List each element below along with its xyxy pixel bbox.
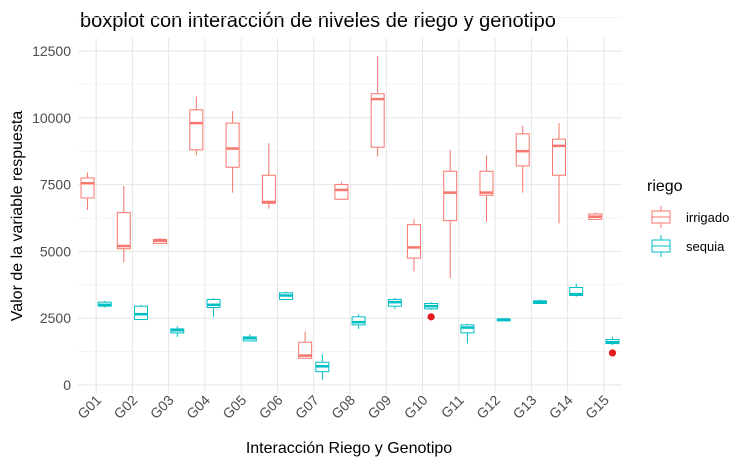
x-tick-label: G10 — [401, 392, 431, 422]
box-body — [406, 224, 421, 259]
box-body — [189, 109, 204, 151]
x-tick-label: G15 — [582, 392, 612, 422]
box-body — [80, 177, 95, 199]
box-body — [351, 316, 366, 326]
box-body — [515, 133, 530, 167]
chart-title: boxplot con interacción de niveles de ri… — [80, 10, 556, 32]
box-sequia-G15 — [605, 336, 620, 357]
legend-item-sequia: sequia — [648, 234, 725, 258]
box-irrigado-G03 — [153, 238, 168, 244]
box-body — [116, 212, 131, 250]
x-tick-label: G03 — [147, 392, 177, 422]
grid — [78, 17, 622, 394]
x-tick-label: G05 — [219, 392, 249, 422]
x-tick-label: G14 — [546, 392, 576, 422]
box-body — [134, 305, 148, 321]
box-body — [460, 324, 475, 334]
box-sequia-G03 — [170, 326, 185, 337]
box-irrigado-G13 — [515, 125, 530, 193]
box-body — [334, 184, 349, 200]
box-sequia-G02 — [134, 304, 148, 321]
y-tick-label: 2500 — [40, 310, 71, 326]
box-body — [479, 170, 494, 196]
box-body — [225, 122, 240, 168]
box-body — [370, 93, 385, 148]
box-irrigado-G08 — [334, 181, 349, 200]
x-tick-label: G02 — [110, 392, 140, 422]
box-irrigado-G12 — [479, 155, 494, 223]
y-tick-label: 12500 — [32, 43, 71, 59]
x-tick-label: G04 — [183, 392, 213, 422]
y-axis-title: Valor de la variable respuesta — [9, 111, 26, 322]
legend: riego irrigado sequia — [647, 178, 729, 258]
box-sequia-G12 — [496, 318, 511, 322]
box-body — [298, 341, 313, 359]
box-irrigado-G01 — [80, 172, 95, 210]
box-irrigado-G06 — [261, 143, 276, 209]
box-sequia-G04 — [206, 298, 221, 317]
x-tick-label: G08 — [328, 392, 358, 422]
box-sequia-G08 — [351, 314, 366, 329]
x-axis-ticks: G01 G02 G03 G04 G05 G06 G07 G08 G09 G10 G11 G12 G13 G… — [74, 392, 612, 422]
x-axis-title: Interacción Riego y Genotipo — [246, 440, 452, 457]
box-irrigado-G04 — [189, 96, 204, 156]
boxes — [80, 56, 620, 380]
box-body — [569, 286, 584, 296]
x-tick-label: G09 — [364, 392, 394, 422]
box-irrigado-G10 — [406, 219, 421, 272]
legend-label: sequia — [686, 239, 725, 254]
y-tick-label: 5000 — [40, 243, 71, 259]
box-body — [206, 298, 221, 309]
box-sequia-G10 — [424, 302, 439, 321]
y-axis-ticks: 0 2500 5000 7500 10000 12500 — [32, 43, 71, 393]
box-body — [443, 170, 458, 222]
box-sequia-G06 — [279, 291, 294, 300]
outlier-point — [427, 313, 435, 321]
box-irrigado-G14 — [552, 123, 566, 224]
box-irrigado-G15 — [588, 212, 603, 220]
box-irrigado-G11 — [443, 149, 458, 279]
box-sequia-G13 — [532, 299, 547, 305]
x-tick-label: G07 — [292, 392, 322, 422]
y-tick-label: 7500 — [40, 177, 71, 193]
x-tick-label: G12 — [473, 392, 503, 422]
y-tick-label: 0 — [63, 377, 71, 393]
box-sequia-G01 — [97, 300, 112, 308]
legend-item-irrigado: irrigado — [648, 205, 729, 229]
box-sequia-G11 — [460, 323, 475, 344]
box-irrigado-G07 — [298, 331, 313, 359]
outlier-point — [608, 349, 617, 357]
legend-title: riego — [647, 178, 683, 195]
x-tick-label: G01 — [74, 392, 104, 422]
box-sequia-G14 — [569, 283, 584, 297]
box-body — [261, 174, 276, 204]
box-body — [552, 138, 566, 176]
box-irrigado-G02 — [116, 185, 131, 263]
box-sequia-G05 — [242, 334, 257, 342]
x-tick-label: G06 — [256, 392, 286, 422]
box-irrigado-G09 — [370, 56, 385, 157]
x-tick-label: G11 — [438, 392, 467, 421]
box-sequia-G09 — [387, 298, 402, 309]
x-tick-label: G13 — [509, 392, 539, 422]
box-sequia-G07 — [315, 354, 330, 380]
legend-label: irrigado — [686, 210, 729, 225]
box-irrigado-G05 — [225, 111, 240, 193]
y-tick-label: 10000 — [32, 110, 71, 126]
